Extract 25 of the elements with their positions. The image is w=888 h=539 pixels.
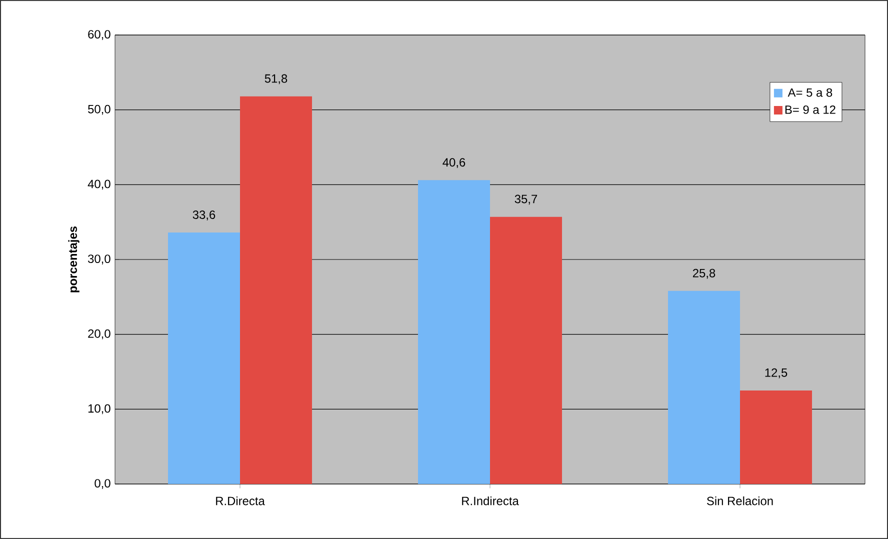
y-tick-label: 30,0 <box>88 254 110 264</box>
y-tick-label: 40,0 <box>88 180 110 190</box>
data-label: 25,8 <box>692 268 716 279</box>
legend-label: B= 9 a 12 <box>785 105 836 114</box>
bar <box>418 180 490 484</box>
bar <box>740 390 812 484</box>
y-tick-label: 60,0 <box>88 30 110 40</box>
x-tick-label: Sin Relacion <box>706 496 773 506</box>
bar <box>168 232 240 484</box>
x-tick-label: R.Directa <box>216 496 265 506</box>
y-axis-title: porcentajes <box>68 226 80 292</box>
data-label: 12,5 <box>765 368 788 378</box>
legend-label: A= 5 a 8 <box>788 88 832 97</box>
data-label: 40,6 <box>442 158 466 168</box>
data-label: 33,6 <box>192 210 216 220</box>
y-tick-label: 50,0 <box>88 104 110 115</box>
y-tick-label: 0,0 <box>94 479 110 489</box>
y-tick-label: 20,0 <box>88 329 110 340</box>
bar <box>240 96 312 484</box>
x-tick-label: R.Indirecta <box>462 496 519 506</box>
bar <box>668 290 740 484</box>
data-label: 51,8 <box>264 74 288 84</box>
y-tick-label: 10,0 <box>88 404 110 414</box>
bar <box>490 216 562 484</box>
data-label: 35,7 <box>514 194 538 205</box>
